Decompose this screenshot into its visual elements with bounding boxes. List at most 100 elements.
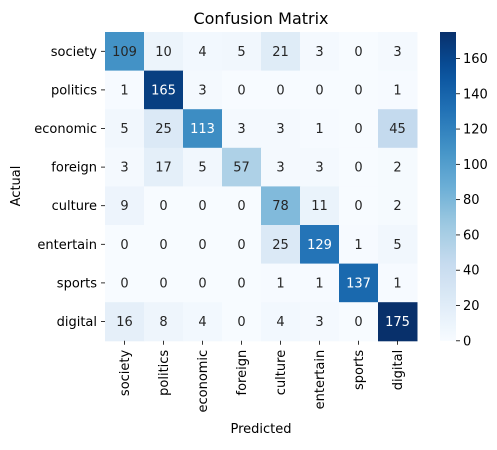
cell-value-label: 0 bbox=[159, 276, 167, 291]
heatmap-cell bbox=[300, 263, 340, 303]
cell-value-label: 137 bbox=[346, 276, 371, 291]
heatmap-cell bbox=[378, 263, 418, 303]
cell-value-label: 45 bbox=[389, 122, 406, 137]
heatmap-cell bbox=[261, 32, 301, 72]
cell-value-label: 2 bbox=[393, 199, 401, 214]
cell-value-label: 3 bbox=[120, 161, 128, 176]
heatmap-cell bbox=[222, 147, 262, 187]
x-tick-labels: society politics economic foreign culture ent… bbox=[118, 340, 406, 413]
x-tick-label-sports: sports bbox=[352, 350, 367, 390]
heatmap-cell bbox=[144, 109, 184, 149]
cell-value-label: 5 bbox=[198, 161, 206, 176]
heatmap-cell bbox=[339, 263, 379, 303]
heatmap-cell bbox=[261, 263, 301, 303]
colorbar-tick-label: 0 bbox=[463, 334, 471, 349]
cell-value-label: 0 bbox=[237, 315, 245, 330]
cell-value-label: 1 bbox=[354, 238, 362, 253]
cell-value-label: 0 bbox=[159, 238, 167, 253]
cell-value-label: 3 bbox=[315, 45, 323, 60]
heatmap-cell bbox=[183, 109, 223, 149]
cell-value-label: 4 bbox=[276, 315, 284, 330]
x-tick-label-society: society bbox=[118, 350, 133, 397]
heatmap-cell bbox=[105, 147, 145, 187]
colorbar-tick-label: 20 bbox=[463, 299, 480, 314]
heatmap-cell bbox=[222, 109, 262, 149]
colorbar-tick-label: 160 bbox=[463, 52, 488, 67]
x-tick-label-foreign: foreign bbox=[235, 350, 250, 396]
heatmap-cell bbox=[300, 70, 340, 110]
heatmap-cell bbox=[339, 109, 379, 149]
cell-value-label: 165 bbox=[151, 83, 176, 98]
cell-value-label: 0 bbox=[354, 315, 362, 330]
cell-value-label: 109 bbox=[112, 45, 137, 60]
heatmap-cell bbox=[339, 186, 379, 226]
heatmap-cell bbox=[261, 147, 301, 187]
y-tick-label-economic: economic bbox=[34, 122, 97, 137]
x-tick-label-culture: culture bbox=[274, 350, 289, 395]
heatmap-cell bbox=[183, 225, 223, 265]
cell-value-label: 5 bbox=[393, 238, 401, 253]
cell-value-label: 0 bbox=[354, 45, 362, 60]
cell-value-label: 10 bbox=[155, 45, 172, 60]
heatmap-cell bbox=[222, 263, 262, 303]
cell-value-label: 16 bbox=[116, 315, 133, 330]
cell-value-label: 78 bbox=[272, 199, 289, 214]
y-tick-label-politics: politics bbox=[51, 83, 97, 98]
cell-value-label: 0 bbox=[198, 199, 206, 214]
heatmap-cell bbox=[222, 186, 262, 226]
cell-value-label: 0 bbox=[354, 199, 362, 214]
cell-value-label: 11 bbox=[311, 199, 328, 214]
heatmap-cell bbox=[144, 186, 184, 226]
colorbar-tick-label: 40 bbox=[463, 264, 480, 279]
heatmap-cell bbox=[105, 186, 145, 226]
colorbar-tick-label: 80 bbox=[463, 193, 480, 208]
cell-value-label: 4 bbox=[198, 45, 206, 60]
cell-value-label: 17 bbox=[155, 161, 172, 176]
cell-value-label: 5 bbox=[120, 122, 128, 137]
heatmap-cell bbox=[105, 225, 145, 265]
heatmap-cell bbox=[261, 302, 301, 342]
cell-value-label: 8 bbox=[159, 315, 167, 330]
heatmap-cell bbox=[144, 302, 184, 342]
cell-value-label: 113 bbox=[190, 122, 215, 137]
cell-value-label: 25 bbox=[272, 238, 289, 253]
heatmap-cell bbox=[144, 147, 184, 187]
cell-value-label: 0 bbox=[237, 276, 245, 291]
y-tick-label-culture: culture bbox=[52, 199, 97, 214]
cell-value-label: 0 bbox=[354, 122, 362, 137]
cell-value-label: 129 bbox=[307, 238, 332, 253]
cell-value-label: 3 bbox=[393, 45, 401, 60]
cell-value-label: 0 bbox=[120, 238, 128, 253]
cell-value-label: 3 bbox=[198, 83, 206, 98]
cell-value-label: 175 bbox=[385, 315, 410, 330]
cell-value-label: 1 bbox=[315, 122, 323, 137]
cell-value-label: 57 bbox=[233, 161, 250, 176]
heatmap-cell bbox=[378, 302, 418, 342]
cell-value-label: 0 bbox=[276, 83, 284, 98]
colorbar: 0 20 40 60 80 100 120 140 160 bbox=[440, 32, 488, 349]
colorbar-tick-label: 100 bbox=[463, 158, 488, 173]
heatmap-cell bbox=[339, 225, 379, 265]
y-tick-label-digital: digital bbox=[57, 315, 97, 330]
cell-value-label: 0 bbox=[237, 199, 245, 214]
heatmap-cell bbox=[105, 263, 145, 303]
heatmap-cell bbox=[222, 302, 262, 342]
colorbar-tick-label: 140 bbox=[463, 87, 488, 102]
x-tick-label-digital: digital bbox=[391, 350, 406, 390]
y-tick-label-society: society bbox=[51, 45, 98, 60]
heatmap-cell bbox=[339, 302, 379, 342]
heatmap-cell bbox=[222, 70, 262, 110]
cell-value-label: 9 bbox=[120, 199, 128, 214]
heatmap-cell bbox=[300, 225, 340, 265]
x-axis-label: Predicted bbox=[230, 422, 291, 437]
cell-value-label: 0 bbox=[315, 83, 323, 98]
heatmap-cell bbox=[183, 70, 223, 110]
cell-value-label: 25 bbox=[155, 122, 172, 137]
cell-value-label: 3 bbox=[315, 315, 323, 330]
x-tick-label-economic: economic bbox=[196, 350, 211, 413]
y-tick-labels: society politics economic foreign culture ent… bbox=[34, 45, 105, 330]
heatmap-cell bbox=[339, 70, 379, 110]
heatmap-cell bbox=[378, 70, 418, 110]
heatmap-cell bbox=[144, 70, 184, 110]
